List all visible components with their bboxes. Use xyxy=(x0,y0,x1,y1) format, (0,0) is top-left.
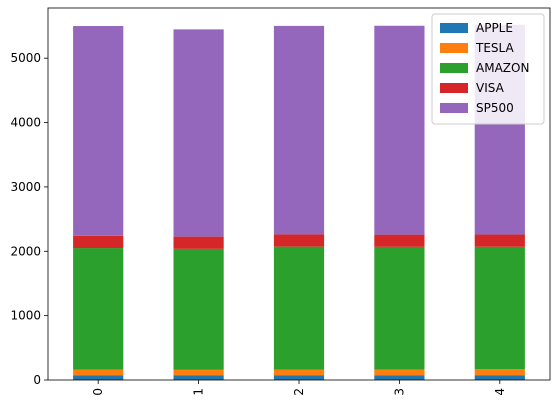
bar-amazon-0 xyxy=(73,248,124,370)
legend-label-tesla: TESLA xyxy=(475,41,514,55)
legend-box xyxy=(431,13,545,125)
bar-apple-3 xyxy=(374,375,425,380)
bar-sp500-2 xyxy=(273,25,325,235)
legend-label-sp500: SP500 xyxy=(476,101,514,115)
bar-visa-0 xyxy=(73,235,124,249)
bar-amazon-2 xyxy=(273,246,325,370)
legend-swatch-visa xyxy=(440,83,468,93)
y-tick-label: 0 xyxy=(33,373,41,387)
x-tick-label: 0 xyxy=(91,388,105,396)
bar-apple-1 xyxy=(173,375,224,380)
bar-tesla-0 xyxy=(73,369,124,376)
x-tick-label: 1 xyxy=(192,388,206,396)
bar-amazon-1 xyxy=(173,248,224,370)
y-tick-label: 4000 xyxy=(10,116,41,130)
bar-sp500-1 xyxy=(173,29,224,237)
bar-tesla-4 xyxy=(474,369,525,376)
legend-swatch-apple xyxy=(440,23,468,33)
legend-label-apple: APPLE xyxy=(476,21,513,35)
bar-visa-1 xyxy=(173,236,224,249)
bar-visa-3 xyxy=(374,234,425,247)
x-tick-label: 2 xyxy=(292,388,306,396)
y-axis: 0 1000 2000 3000 4000 5000 xyxy=(10,51,48,387)
legend-label-amazon: AMAZON xyxy=(476,61,529,75)
bar-apple-2 xyxy=(273,375,325,380)
bar-tesla-1 xyxy=(173,369,224,376)
y-tick-label: 3000 xyxy=(10,180,41,194)
legend-swatch-amazon xyxy=(440,63,468,73)
bar-apple-4 xyxy=(474,375,525,380)
y-tick-label: 5000 xyxy=(10,51,41,65)
y-tick-label: 2000 xyxy=(10,244,41,258)
bar-apple-0 xyxy=(73,375,124,380)
bar-sp500-3 xyxy=(374,25,425,235)
legend-label-visa: VISA xyxy=(476,81,505,95)
legend-swatch-tesla xyxy=(440,43,468,53)
x-tick-label: 4 xyxy=(493,388,507,396)
bar-visa-2 xyxy=(273,234,325,247)
bar-tesla-2 xyxy=(273,369,325,376)
x-axis: 0 1 2 3 4 xyxy=(91,380,507,396)
legend-swatch-sp500 xyxy=(440,103,468,113)
bar-visa-4 xyxy=(474,234,525,247)
bar-sp500-0 xyxy=(73,26,124,236)
bar-amazon-4 xyxy=(474,246,525,370)
x-tick-label: 3 xyxy=(392,388,406,396)
bar-amazon-3 xyxy=(374,246,425,370)
y-tick-label: 1000 xyxy=(10,309,41,323)
legend: APPLE TESLA AMAZON VISA SP500 xyxy=(431,13,545,125)
bar-tesla-3 xyxy=(374,369,425,376)
